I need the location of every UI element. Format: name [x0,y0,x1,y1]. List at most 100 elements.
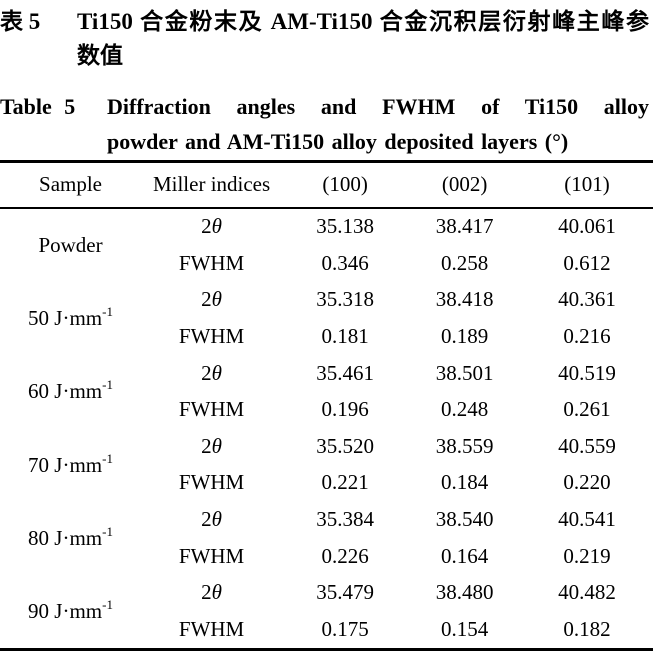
value-cell: 0.189 [440,324,489,349]
value-cell: 35.479 [316,580,374,605]
value-cell: 0.182 [563,616,611,641]
value-cell: 40.482 [558,580,616,605]
miller-row-label-fwhm: FWHM [178,470,245,495]
sample-cell-60: 60 J·mm-1 [0,355,141,428]
sample-label: 60 J·mm [28,379,103,404]
value-cell: 0.175 [321,616,369,641]
table-row: FWHM 0.181 0.189 0.216 [0,318,653,355]
value-cell: 0.226 [321,543,369,568]
value-cell: 0.258 [440,250,489,275]
sample-cell-powder: Powder [0,208,141,282]
value-cell: 38.540 [435,507,494,532]
two-theta-prefix: 2 [201,360,212,385]
table-row: 50 J·mm-1 2θ 35.318 38.418 40.361 [0,282,653,330]
column-header-100: (100) [322,172,368,197]
caption-zh-line1: 表 5 Ti150 合金粉末及 AM-Ti150 合金沉积层衍射峰主峰参 [0,5,653,39]
value-cell: 38.418 [435,287,494,312]
value-cell: 0.248 [440,397,489,422]
sample-label: 50 J·mm [28,306,103,331]
sample-cell-50: 50 J·mm-1 [0,282,141,355]
table-row: FWHM 0.221 0.184 0.220 [0,465,653,502]
column-header-101: (101) [564,172,610,197]
miller-row-label-fwhm: FWHM [178,616,245,641]
table-row: 70 J·mm-1 2θ 35.520 38.559 40.559 [0,428,653,477]
two-theta-prefix: 2 [201,214,212,239]
theta-symbol: θ [211,433,222,458]
column-header-miller-indices: Miller indices [152,172,271,197]
miller-row-label-2theta: 2θ [141,574,282,611]
table-row: 80 J·mm-1 2θ 35.384 38.540 40.541 [0,501,653,550]
sample-label: 90 J·mm [28,599,103,624]
value-cell: 0.261 [563,397,611,422]
theta-symbol: θ [211,287,222,312]
two-theta-prefix: 2 [201,433,212,458]
value-cell: 40.519 [558,360,616,385]
value-cell: 0.221 [321,470,369,495]
miller-row-label-fwhm: FWHM [178,397,245,422]
value-cell: 38.417 [435,214,494,239]
value-cell: 35.520 [316,433,374,458]
column-header-002: (002) [441,172,488,197]
caption-en-table-number: Table 5 [0,94,76,119]
sample-cell-90: 90 J·mm-1 [0,574,141,649]
value-cell: 0.219 [563,543,611,568]
value-cell: 0.154 [440,616,489,641]
sample-unit-exponent: -1 [102,597,113,613]
table-row: FWHM 0.175 0.154 0.182 [0,611,653,649]
value-cell: 40.061 [558,214,616,239]
miller-row-label-fwhm: FWHM [178,250,245,275]
theta-symbol: θ [211,507,222,532]
sample-unit-exponent: -1 [102,304,113,320]
two-theta-prefix: 2 [201,287,212,312]
value-cell: 38.480 [435,580,494,605]
miller-row-label-2theta: 2θ [141,208,282,246]
table-row: Powder 2θ 35.138 38.417 40.061 [0,208,653,257]
sample-cell-70: 70 J·mm-1 [0,428,141,501]
sample-label: Powder [38,233,103,258]
diffraction-table: Sample Miller indices (100) (002) (101) … [0,160,653,651]
caption-zh-line2: 数值 [77,43,123,68]
value-cell: 0.196 [321,397,369,422]
two-theta-prefix: 2 [201,507,212,532]
value-cell: 40.559 [558,433,616,458]
table-row: FWHM 0.346 0.258 0.612 [0,245,653,282]
theta-symbol: θ [211,580,222,605]
miller-row-label-fwhm: FWHM [178,543,245,568]
sample-label: 80 J·mm [28,525,103,550]
value-cell: 35.318 [316,287,374,312]
value-cell: 40.361 [558,287,616,312]
caption-en-line1: Table 5 Diffraction angles and FWHM of T… [0,89,653,124]
value-cell: 35.138 [316,214,374,239]
value-cell: 0.184 [440,470,489,495]
table-caption-en: Table 5 Diffraction angles and FWHM of T… [0,89,653,159]
table-row: 90 J·mm-1 2θ 35.479 38.480 40.482 [0,574,653,623]
miller-row-label-2theta: 2θ [141,501,282,538]
miller-row-label-2theta: 2θ [141,428,282,465]
value-cell: 0.220 [563,470,611,495]
caption-en-text: Diffraction angles and FWHM of Ti150 all… [107,94,649,119]
caption-zh-table-number: 表 5 [0,9,41,34]
value-cell: 38.501 [435,360,494,385]
table-caption-zh: 表 5 Ti150 合金粉末及 AM-Ti150 合金沉积层衍射峰主峰参 数值 [0,0,653,73]
value-cell: 0.181 [321,324,369,349]
miller-row-label-2theta: 2θ [141,282,282,319]
value-cell: 0.216 [563,324,611,349]
miller-row-label-fwhm: FWHM [178,324,245,349]
value-cell: 38.559 [435,433,494,458]
value-cell: 0.612 [563,250,611,275]
caption-en-line2: powder and AM-Ti150 alloy deposited laye… [107,129,569,154]
table-row: FWHM 0.226 0.164 0.219 [0,538,653,575]
value-cell: 0.346 [321,250,369,275]
theta-symbol: θ [211,360,222,385]
caption-zh-text: Ti150 合金粉末及 AM-Ti150 合金沉积层衍射峰主峰参 [77,9,649,34]
table-row: 60 J·mm-1 2θ 35.461 38.501 40.519 [0,355,653,404]
sample-label: 70 J·mm [28,452,103,477]
miller-row-label-2theta: 2θ [141,355,282,392]
value-cell: 35.461 [316,360,374,385]
value-cell: 35.384 [316,507,374,532]
value-cell: 0.164 [440,543,489,568]
theta-symbol: θ [211,214,222,239]
two-theta-prefix: 2 [201,580,212,605]
value-cell: 40.541 [558,507,616,532]
